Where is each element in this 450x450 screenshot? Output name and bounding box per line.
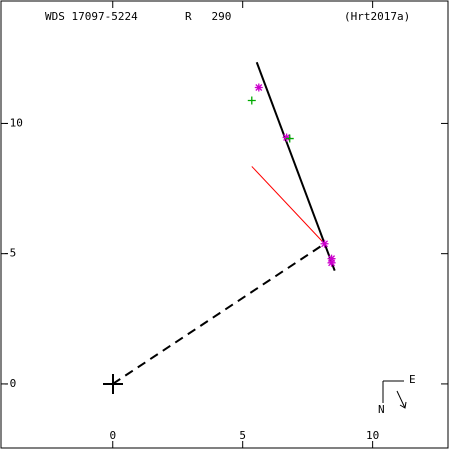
y-tick-label: -0	[3, 377, 16, 390]
x-tick-label: 10	[366, 429, 379, 442]
annotation: R 290	[185, 10, 231, 23]
y-tick-label: -5	[3, 247, 16, 260]
annotation: (Hrt2017a)	[344, 10, 410, 23]
plus-marker	[285, 134, 294, 143]
compass-arrow	[396, 390, 406, 409]
asterisk-marker	[282, 133, 291, 142]
chart-title: WDS 17097-5224	[45, 10, 138, 23]
plus-marker	[247, 96, 256, 105]
asterisk-marker	[320, 239, 329, 248]
x-tick-label: 0	[109, 429, 116, 442]
y-tick-label: -10	[3, 116, 23, 129]
x-tick-label: 5	[239, 429, 246, 442]
orbit-line	[112, 242, 326, 385]
orbit-line	[251, 166, 325, 245]
asterisk-marker	[254, 83, 263, 92]
asterisk-marker	[327, 254, 336, 263]
asterisk-marker	[327, 258, 336, 267]
compass	[382, 380, 407, 409]
compass-east: E	[409, 373, 416, 386]
compass-arrowhead	[399, 401, 407, 409]
compass-north: N	[378, 403, 385, 416]
orbit-line	[255, 61, 336, 271]
